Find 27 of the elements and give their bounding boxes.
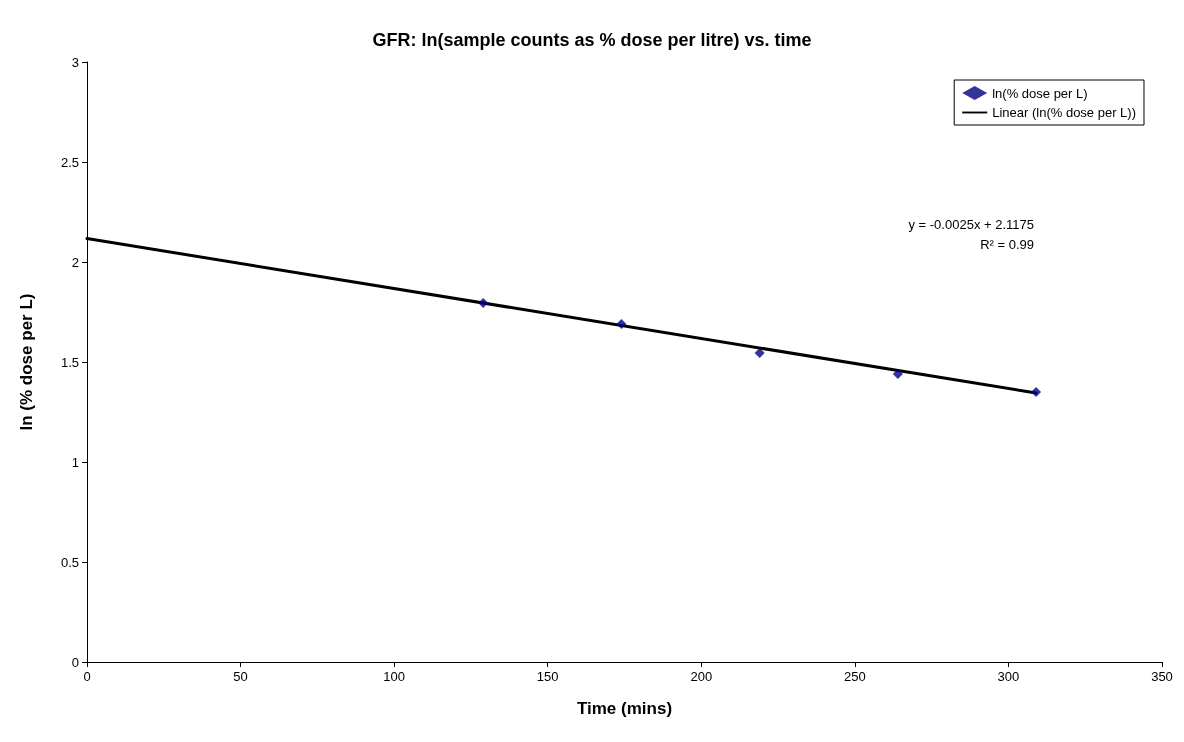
x-tick-label: 250 bbox=[844, 669, 866, 684]
annotation: y = -0.0025x + 2.1175 bbox=[908, 217, 1035, 232]
y-tick-label: 2.5 bbox=[60, 154, 79, 170]
x-tick-label: 200 bbox=[690, 669, 713, 684]
y-tick-label: 2 bbox=[71, 254, 79, 270]
x-tick-label: 100 bbox=[383, 669, 405, 684]
y-tick-label: 0.5 bbox=[60, 554, 79, 570]
annotation: R² = 0.99 bbox=[980, 237, 1034, 252]
chart-title: GFR: ln(sample counts as % dose per litre) vs. time bbox=[372, 30, 812, 50]
x-tick-label: 150 bbox=[536, 669, 559, 684]
legend-label: Linear (ln(% dose per L)) bbox=[992, 105, 1137, 120]
point bbox=[892, 369, 903, 379]
y-axis-title: ln (% dose per L) bbox=[17, 293, 36, 431]
x-axis-title: Time (mins) bbox=[576, 699, 673, 718]
x-tick-label: 350 bbox=[1151, 669, 1173, 684]
point bbox=[1031, 387, 1042, 397]
y-tick-label: 1.5 bbox=[60, 354, 79, 370]
x-tick-label: 50 bbox=[233, 669, 248, 684]
y-tick-label: 0 bbox=[71, 654, 79, 670]
point bbox=[616, 319, 627, 329]
y-tick-label: 1 bbox=[71, 454, 79, 470]
x-tick-label: 0 bbox=[83, 669, 91, 684]
x-tick-label: 300 bbox=[997, 669, 1020, 684]
point bbox=[478, 298, 489, 308]
y-tick-label: 3 bbox=[71, 54, 79, 70]
point bbox=[754, 348, 765, 358]
legend-label: ln(% dose per L) bbox=[992, 85, 1088, 101]
